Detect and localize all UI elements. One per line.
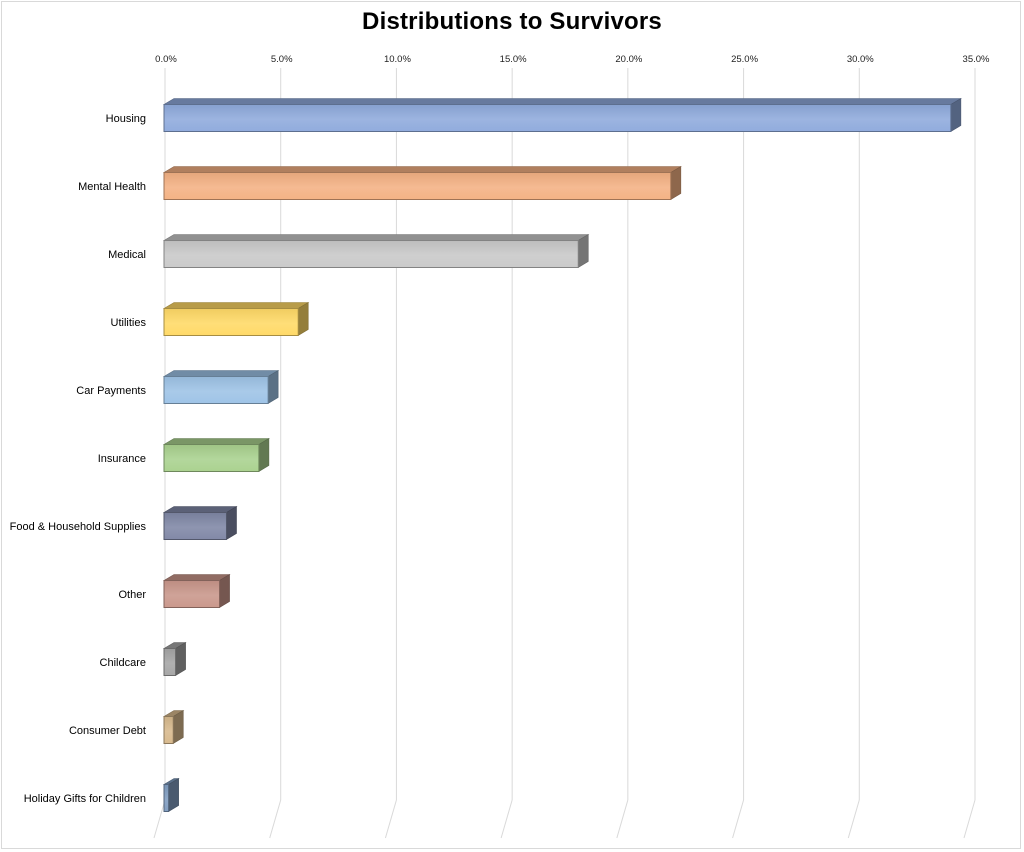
bar: [163, 172, 672, 200]
bar-side: [670, 165, 682, 201]
chart-title: Distributions to Survivors: [362, 8, 662, 35]
bar: [163, 376, 269, 404]
bar-top: [162, 166, 682, 173]
category-label: Housing: [106, 113, 146, 125]
x-tick-label: 30.0%: [847, 54, 874, 65]
bar: [163, 104, 952, 132]
x-tick-label: 5.0%: [271, 54, 293, 65]
bar: [163, 308, 299, 336]
gridline-floor: [732, 799, 745, 839]
bar-top: [162, 370, 280, 377]
bar-side: [297, 301, 309, 337]
bar: [163, 512, 227, 540]
gridline-floor: [269, 799, 282, 839]
x-tick-label: 35.0%: [963, 54, 990, 65]
x-tick-label: 15.0%: [500, 54, 527, 65]
gridline-floor: [847, 799, 860, 839]
category-label: Food & Household Supplies: [10, 521, 147, 533]
category-label: Utilities: [111, 317, 147, 329]
bar-side: [219, 573, 230, 609]
bar-top: [162, 98, 962, 105]
x-tick-label: 20.0%: [615, 54, 642, 65]
gridline-floor: [153, 799, 166, 839]
bar: [163, 784, 170, 812]
bar-top: [162, 302, 310, 309]
bar: [163, 648, 177, 676]
bar-top: [162, 234, 590, 241]
category-label: Other: [118, 589, 146, 601]
gridline-floor: [963, 799, 976, 839]
category-label: Insurance: [98, 453, 146, 465]
bar: [163, 580, 221, 608]
bar: [163, 716, 174, 744]
gridline-floor: [616, 799, 629, 839]
bar-top: [162, 506, 238, 513]
bar-top: [162, 438, 270, 445]
bar: [163, 240, 579, 268]
bar-side: [258, 437, 270, 473]
category-label: Mental Health: [78, 181, 146, 193]
x-tick-label: 0.0%: [155, 54, 177, 65]
bar-top: [162, 574, 231, 581]
bar-side: [950, 97, 962, 133]
category-label: Car Payments: [76, 385, 146, 397]
x-tick-label: 25.0%: [731, 54, 758, 65]
bar-side: [168, 777, 179, 813]
category-label: Consumer Debt: [69, 725, 146, 737]
bar: [163, 444, 260, 472]
bar-side: [172, 709, 184, 745]
bar-side: [577, 233, 589, 269]
bar-side: [267, 369, 279, 405]
bar-side: [226, 505, 237, 541]
category-label: Holiday Gifts for Children: [24, 793, 146, 805]
x-tick-label: 10.0%: [384, 54, 411, 65]
category-label: Childcare: [100, 657, 146, 669]
category-label: Medical: [108, 249, 146, 261]
bar-side: [175, 641, 186, 677]
gridline-floor: [500, 799, 513, 839]
gridline-floor: [384, 799, 397, 839]
